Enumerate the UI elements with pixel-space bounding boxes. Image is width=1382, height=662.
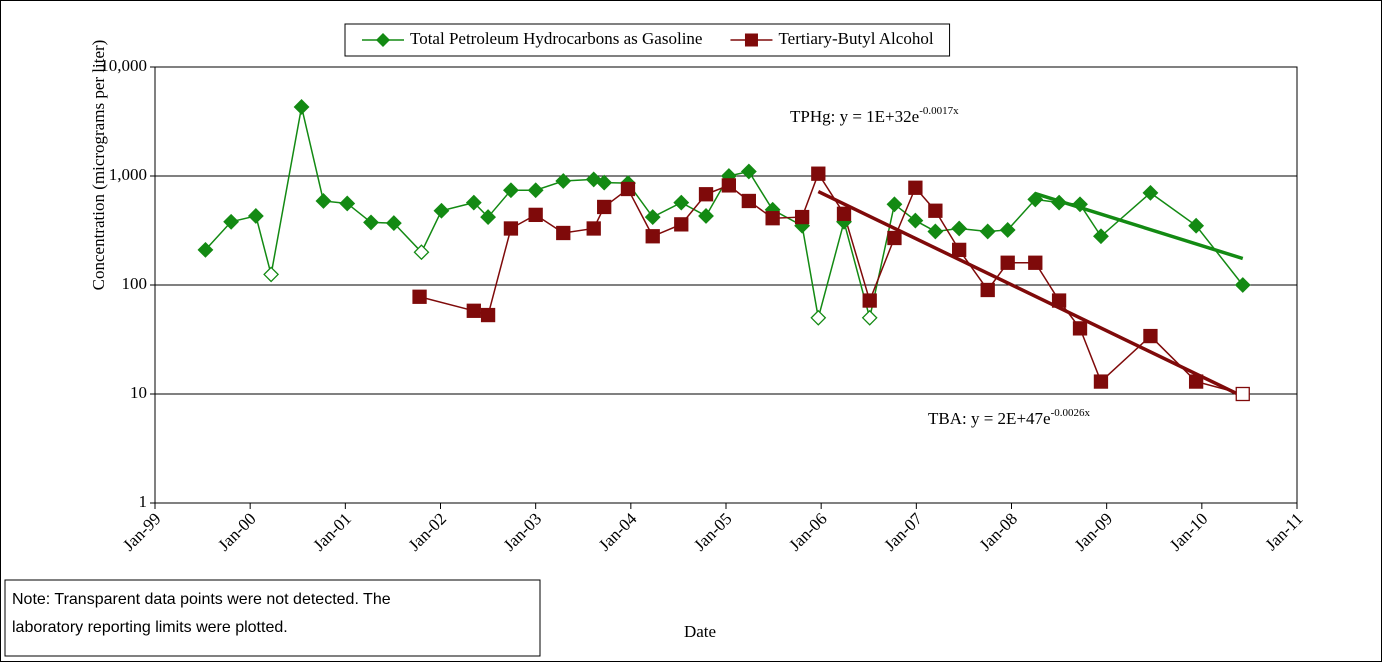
note-line: laboratory reporting limits were plotted… <box>12 619 288 636</box>
data-point <box>1093 228 1109 245</box>
data-point <box>1072 321 1088 336</box>
data-point <box>794 209 810 225</box>
data-point <box>862 293 877 308</box>
trendline <box>817 189 1244 399</box>
data-point <box>1143 328 1158 344</box>
data-point <box>413 244 430 261</box>
data-point <box>1188 374 1204 389</box>
data-point <box>1188 217 1205 234</box>
data-point <box>810 309 827 326</box>
data-point <box>644 209 661 225</box>
data-point <box>674 217 689 232</box>
data-point <box>907 212 924 229</box>
data-point <box>740 163 757 180</box>
data-point <box>979 223 996 240</box>
legend-marker <box>376 33 390 47</box>
data-point <box>223 213 240 230</box>
data-point <box>927 223 944 240</box>
data-point <box>527 182 544 199</box>
data-point <box>999 222 1016 238</box>
data-point <box>741 193 756 209</box>
y-axis-title: Concentration (micrograms per liter) <box>89 40 108 291</box>
data-point <box>247 208 264 224</box>
data-point <box>586 221 601 236</box>
data-point <box>980 282 995 298</box>
data-point <box>197 241 214 258</box>
legend-box <box>344 23 951 57</box>
data-point <box>1234 277 1251 293</box>
data-point <box>556 225 571 241</box>
data-point <box>765 211 780 226</box>
data-point <box>363 214 379 231</box>
data-point <box>1000 255 1015 270</box>
data-point <box>315 193 332 209</box>
data-point <box>555 173 572 189</box>
data-point <box>951 220 968 237</box>
data-point <box>433 202 450 219</box>
equation-exponent: -0.0026x <box>1051 407 1091 419</box>
data-point <box>861 309 878 326</box>
data-point <box>596 174 613 191</box>
data-point <box>908 180 923 195</box>
data-point <box>1051 293 1067 308</box>
y-tick-label: 10,000 <box>100 56 147 75</box>
y-tick-label: 100 <box>122 274 148 293</box>
data-point <box>339 195 356 212</box>
equation-text: TPHg: y = 1E+32e <box>790 107 919 126</box>
data-point <box>1142 184 1159 201</box>
trendline <box>1034 191 1244 261</box>
data-point <box>263 266 280 283</box>
data-point <box>503 221 519 236</box>
trendline-equation: TPHg: y = 1E+32e-0.0017x <box>790 105 959 126</box>
data-point <box>385 215 402 231</box>
data-point <box>1235 386 1250 402</box>
data-point <box>645 229 660 244</box>
data-point <box>721 178 737 193</box>
note-line: Note: Transparent data points were not d… <box>12 591 391 608</box>
data-point <box>811 166 826 181</box>
y-tick-label: 1,000 <box>109 165 147 184</box>
data-point <box>597 199 612 215</box>
data-point <box>480 209 497 225</box>
data-point <box>928 203 943 218</box>
note-box <box>4 579 541 657</box>
data-point <box>1027 191 1044 208</box>
data-point <box>1072 196 1088 213</box>
data-point <box>412 289 427 304</box>
equation-exponent: -0.0017x <box>919 105 959 117</box>
x-axis-title: Date <box>684 622 716 641</box>
data-point <box>1028 255 1043 270</box>
legend-label: Tertiary-Butyl Alcohol <box>778 29 933 48</box>
data-point <box>1093 374 1109 389</box>
y-tick-label: 1 <box>139 492 148 511</box>
data-point <box>836 206 852 221</box>
legend-label: Total Petroleum Hydrocarbons as Gasoline <box>410 29 702 48</box>
data-point <box>293 99 310 115</box>
equation-text: TBA: y = 2E+47e <box>928 409 1051 428</box>
data-point <box>1051 194 1067 211</box>
data-point <box>698 187 714 202</box>
data-point <box>503 182 519 199</box>
trendline-equation: TBA: y = 2E+47e-0.0026x <box>928 407 1090 428</box>
y-tick-label: 10 <box>130 383 147 402</box>
data-point <box>887 230 902 246</box>
data-point <box>480 307 496 323</box>
data-point <box>673 194 690 211</box>
data-point <box>620 181 636 197</box>
data-point <box>698 208 714 224</box>
data-point <box>465 194 482 211</box>
data-point <box>466 303 481 318</box>
legend-marker <box>744 33 758 47</box>
data-point <box>886 196 903 213</box>
data-point <box>952 242 967 258</box>
data-point <box>528 207 543 223</box>
